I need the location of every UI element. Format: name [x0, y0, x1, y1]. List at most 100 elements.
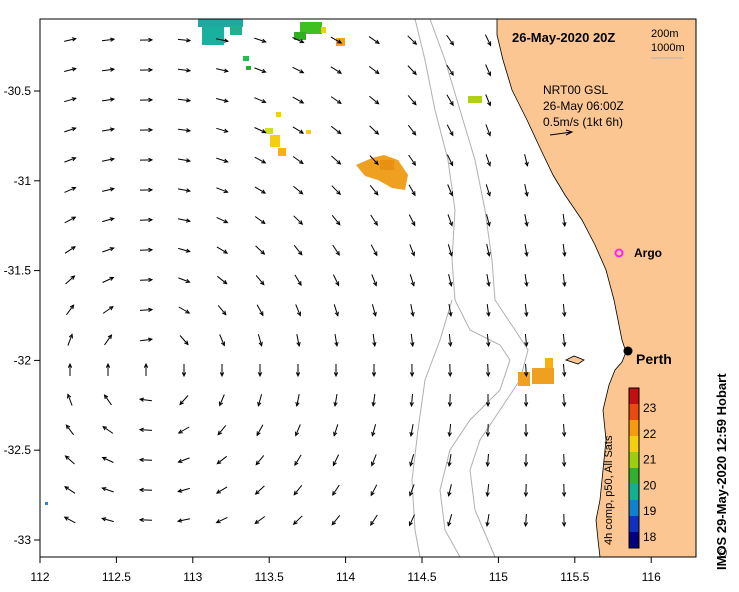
island	[564, 355, 585, 365]
current-arrow	[216, 98, 229, 103]
current-arrow	[447, 454, 452, 468]
current-arrow	[178, 188, 192, 193]
current-arrow	[101, 487, 114, 493]
current-arrow	[524, 244, 529, 258]
current-arrow	[139, 37, 154, 43]
current-arrow	[370, 484, 378, 497]
current-arrow	[101, 517, 114, 523]
lat-axis: -30.5 -31 -31.5 -32 -32.5 -33	[4, 84, 40, 547]
current-arrow	[102, 425, 114, 434]
current-arrow	[64, 37, 77, 42]
current-arrow	[408, 514, 415, 527]
lat-tick-label: -31.5	[4, 264, 32, 278]
current-arrow	[562, 214, 567, 228]
current-arrow	[64, 186, 77, 193]
perth-marker	[623, 346, 633, 356]
current-arrow	[409, 484, 415, 497]
current-arrow	[216, 157, 229, 163]
lon-tick-label: 112.5	[102, 570, 131, 584]
current-arrow	[256, 424, 264, 437]
current-arrow	[65, 275, 76, 285]
current-arrow	[64, 455, 75, 465]
current-arrow	[102, 157, 116, 162]
current-arrow	[369, 155, 379, 166]
current-arrow	[523, 393, 529, 408]
current-arrow	[561, 513, 567, 528]
current-arrow	[292, 515, 303, 526]
current-arrow	[523, 483, 529, 498]
current-arrow	[254, 516, 266, 525]
contour-label-1000m: 1000m	[651, 42, 685, 54]
current-arrow	[524, 183, 529, 198]
colorbar-tick-label: 18	[643, 530, 657, 544]
current-arrow	[216, 68, 229, 73]
current-arrow	[485, 154, 491, 167]
current-arrow	[255, 455, 265, 466]
current-arrow	[139, 187, 154, 193]
current-arrow	[139, 217, 154, 223]
current-arrow	[176, 518, 191, 523]
current-arrow	[293, 244, 303, 256]
current-arrow	[102, 97, 116, 102]
current-arrow	[447, 393, 453, 408]
current-arrow	[292, 126, 305, 134]
current-arrow	[296, 334, 301, 348]
current-arrow	[524, 154, 529, 167]
lon-axis: 112 112.5 113 113.5 114 114.5 115 115.5 116	[30, 557, 661, 584]
current-arrow	[254, 216, 266, 225]
colorbar-tick-label: 23	[643, 401, 657, 415]
current-arrow	[254, 156, 267, 164]
current-arrow	[562, 244, 567, 258]
current-arrow	[102, 127, 116, 132]
current-arrow	[139, 97, 154, 103]
current-arrow	[447, 484, 452, 497]
current-arrow	[101, 37, 116, 42]
current-arrow	[215, 486, 228, 494]
current-arrow	[486, 274, 491, 288]
current-arrow	[409, 274, 415, 287]
current-arrow	[64, 486, 76, 494]
current-arrow	[333, 424, 339, 437]
current-arrow	[446, 94, 454, 107]
current-arrow	[67, 393, 73, 406]
current-arrow	[485, 94, 491, 107]
lat-tick-label: -30.5	[4, 84, 32, 98]
current-arrow	[102, 67, 116, 72]
current-arrow	[64, 157, 77, 163]
current-arrow	[447, 423, 452, 438]
current-arrow	[409, 363, 415, 378]
current-arrow	[371, 364, 377, 378]
current-arrow	[177, 38, 192, 43]
current-arrow	[448, 274, 453, 287]
current-arrow	[485, 394, 491, 408]
current-arrow	[295, 364, 301, 378]
date-label: 26-May-2020 20Z	[512, 30, 615, 45]
current-arrow	[216, 187, 229, 193]
current-arrow	[255, 275, 265, 286]
current-arrow	[255, 245, 266, 255]
colorbar-segment	[629, 452, 639, 469]
current-arrow	[139, 307, 154, 313]
current-arrow	[447, 514, 453, 527]
current-arrow	[447, 363, 453, 378]
current-arrow	[561, 483, 567, 498]
current-arrow	[523, 363, 529, 378]
colorbar-segment	[629, 388, 639, 405]
current-arrow	[524, 333, 529, 348]
lon-tick-label: 113.5	[255, 570, 284, 584]
current-arrow	[254, 485, 265, 495]
vector-product: NRT00 GSL	[543, 83, 608, 97]
current-arrow	[486, 243, 491, 258]
current-arrow	[181, 364, 187, 378]
current-arrow	[446, 124, 454, 137]
current-arrow	[293, 185, 304, 195]
current-arrow	[64, 127, 77, 133]
current-arrow	[177, 457, 190, 463]
lat-tick-label: -32	[14, 353, 32, 367]
current-arrow	[102, 305, 114, 314]
current-arrow	[448, 304, 453, 318]
current-arrow	[368, 36, 380, 45]
current-arrow	[139, 277, 154, 283]
current-arrow	[295, 394, 300, 408]
